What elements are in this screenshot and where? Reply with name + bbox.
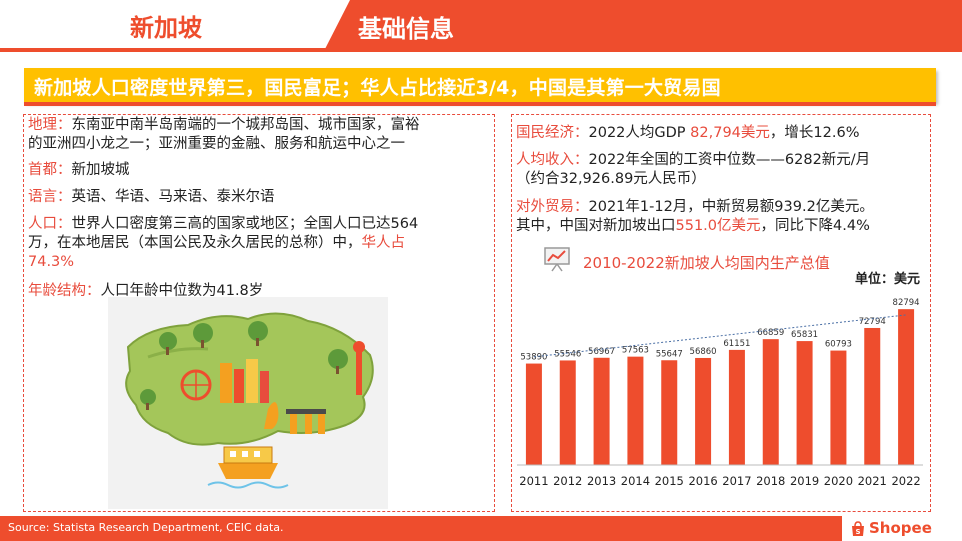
income-line1: 2022年全国的工资中位数——6282新元/月 (588, 152, 871, 168)
age-value: 人口年龄中位数为41.8岁 (100, 283, 264, 299)
x-tick-label-2011: 2011 (519, 474, 548, 488)
trade-line2a: 其中，中国对新加坡出口 (516, 218, 676, 234)
trade-line2c: ，同比下降4.4% (760, 218, 870, 234)
footer-bar: Source: Statista Research Department, CE… (0, 516, 962, 541)
x-tick-label-2013: 2013 (587, 474, 616, 488)
gdp-data-label-2011: 53890 (520, 353, 547, 363)
brand-name: Shopee (869, 519, 932, 537)
geo-line1: 东南亚中南半岛南端的一个城邦岛国、城市国家，富裕 (71, 117, 420, 133)
gdp-data-label-2012: 55546 (554, 349, 581, 359)
x-tick-label-2019: 2019 (790, 474, 819, 488)
gdp-bar-chart: 53890 2011 55546 2012 56967 2013 57563 2014 5564… (517, 298, 923, 488)
gdp-data-label-2020: 60793 (825, 340, 852, 350)
gdp-bar-2017 (728, 349, 745, 465)
singapore-map-illustration (108, 297, 388, 509)
economy-label: 国民经济： (516, 125, 589, 141)
economy-gdp-value: 82,794美元 (690, 125, 770, 141)
language-value: 英语、华语、马来语、泰米尔语 (71, 189, 275, 205)
x-tick-label-2022: 2022 (891, 474, 920, 488)
x-tick-label-2017: 2017 (722, 474, 751, 488)
gdp-bar-2014 (627, 356, 644, 465)
economy-info: 国民经济：2022人均GDP 82,794美元，增长12.6% (516, 124, 859, 143)
x-tick-label-2016: 2016 (688, 474, 717, 488)
gdp-bar-2022 (898, 309, 915, 465)
population-line2: 万，在本地居民（本国公民及永久居民的总称）中， (28, 235, 362, 251)
population-info: 人口：世界人口密度第三高的国家或地区；全国人口已达564 万，在本地居民（本国公… (28, 215, 490, 272)
right-info-panel (511, 114, 931, 512)
shopee-logo: S Shopee (842, 516, 962, 541)
chart-title: 2010-2022新加坡人均国内生产总值 (583, 254, 830, 272)
country-tab-label: 新加坡 (130, 14, 202, 42)
capital-value: 新加坡城 (71, 162, 130, 178)
x-tick-label-2015: 2015 (655, 474, 684, 488)
trade-info: 对外贸易：2021年1-12月，中新贸易额939.2亿美元。 其中，中国对新加坡… (516, 198, 874, 236)
svg-text:S: S (855, 528, 860, 536)
x-tick-label-2014: 2014 (621, 474, 650, 488)
gdp-data-label-2021: 72794 (859, 317, 886, 327)
gdp-bar-2013 (593, 357, 610, 465)
gdp-data-label-2019: 65831 (791, 330, 818, 340)
population-label: 人口： (28, 216, 72, 232)
gdp-bar-2011 (525, 363, 542, 465)
language-info: 语言：英语、华语、马来语、泰米尔语 (28, 188, 275, 207)
trade-line1: 2021年1-12月，中新贸易额939.2亿美元。 (588, 199, 874, 215)
income-line2: （约合32,926.89元人民币） (516, 171, 706, 187)
capital-info: 首都：新加坡城 (28, 161, 130, 180)
population-line1: 世界人口密度第三高的国家或地区；全国人口已达564 (71, 216, 419, 232)
headline-banner: 新加坡人口密度世界第三，国民富足；华人占比接近3/4，中国是其第一大贸易国 (24, 68, 936, 102)
gdp-data-label-2022: 82794 (893, 298, 920, 308)
left-info-panel (23, 114, 495, 512)
country-tab[interactable]: 新加坡 (0, 0, 350, 48)
chart-presentation-icon (543, 246, 571, 272)
geo-line2: 的亚洲四小龙之一；亚洲重要的金融、服务和航运中心之一 (28, 136, 405, 152)
gdp-bar-2012 (559, 360, 576, 465)
population-highlight: 华人占 (361, 235, 406, 251)
gdp-bar-2021 (864, 327, 881, 465)
x-tick-label-2012: 2012 (553, 474, 582, 488)
chart-unit-label: 单位：美元 (855, 272, 921, 287)
geo-label: 地理： (28, 117, 72, 133)
capital-label: 首都： (28, 162, 72, 178)
banner-underline (24, 102, 936, 106)
gdp-data-label-2018: 66859 (757, 328, 784, 338)
x-tick-label-2018: 2018 (756, 474, 785, 488)
x-tick-label-2021: 2021 (858, 474, 887, 488)
age-info: 年龄结构：人口年龄中位数为41.8岁 (28, 282, 263, 301)
header-bar: 新加坡 基础信息 (0, 0, 962, 52)
gdp-bar-2019 (796, 341, 813, 465)
gdp-bar-2018 (762, 339, 779, 465)
gdp-data-label-2016: 56860 (690, 347, 717, 357)
economy-growth: ，增长12.6% (769, 125, 860, 141)
gdp-bar-2015 (661, 360, 678, 465)
section-title: 基础信息 (358, 15, 454, 43)
language-label: 语言： (28, 189, 72, 205)
economy-gdp-text: 2022人均GDP (588, 125, 691, 141)
gdp-data-label-2014: 57563 (622, 346, 649, 356)
gdp-data-label-2013: 56967 (588, 347, 615, 357)
trade-label: 对外贸易： (516, 199, 589, 215)
gdp-data-label-2015: 55647 (656, 349, 683, 359)
gdp-bar-2020 (830, 350, 847, 465)
trade-export-value: 551.0亿美元 (675, 218, 761, 234)
gdp-bar-2016 (695, 357, 712, 465)
gdp-data-label-2017: 61151 (723, 339, 750, 349)
shopee-bag-icon: S (852, 521, 864, 536)
geo-info: 地理：东南亚中南半岛南端的一个城邦岛国、城市国家，富裕 的亚洲四小龙之一；亚洲重… (28, 116, 490, 154)
gdp-trendline (533, 314, 907, 358)
age-label: 年龄结构： (28, 283, 101, 299)
source-note: Source: Statista Research Department, CE… (8, 521, 284, 534)
headline-text: 新加坡人口密度世界第三，国民富足；华人占比接近3/4，中国是其第一大贸易国 (34, 77, 721, 99)
income-label: 人均收入： (516, 152, 589, 168)
population-chinese-share: 74.3% (28, 254, 75, 270)
income-info: 人均收入：2022年全国的工资中位数——6282新元/月 （约合32,926.8… (516, 151, 870, 189)
x-tick-label-2020: 2020 (824, 474, 853, 488)
